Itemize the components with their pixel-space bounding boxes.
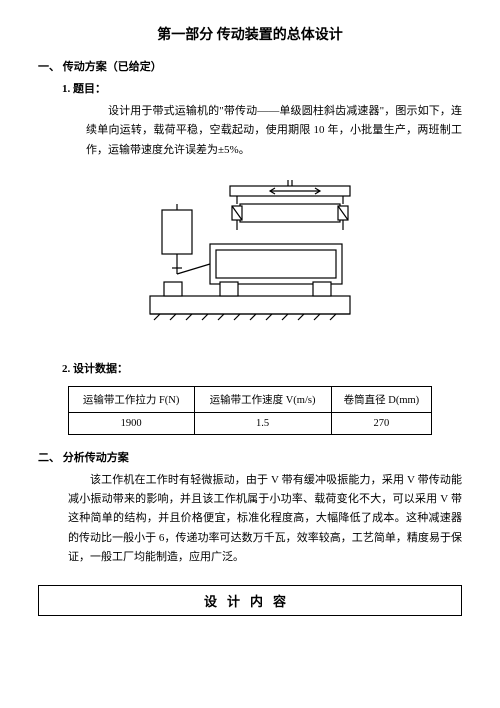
table-row: 运输带工作拉力 F(N) 运输带工作速度 V(m/s) 卷筒直径 D(mm) xyxy=(68,386,432,412)
col-header-diameter: 卷筒直径 D(mm) xyxy=(331,386,432,412)
design-data-table: 运输带工作拉力 F(N) 运输带工作速度 V(m/s) 卷筒直径 D(mm) 1… xyxy=(68,386,433,435)
mechanism-diagram xyxy=(38,174,462,344)
section-1-1-para: 设计用于带式运输机的"带传动——单级圆柱斜齿减速器"，图示如下，连续单向运转，载… xyxy=(86,102,462,160)
section-1-1-heading: 1. 题目： xyxy=(62,80,462,96)
col-header-force: 运输带工作拉力 F(N) xyxy=(68,386,194,412)
section-1-heading: 一、 传动方案（已给定） xyxy=(38,58,462,74)
cell-speed: 1.5 xyxy=(194,412,331,434)
table-row: 1900 1.5 270 xyxy=(68,412,432,434)
cell-diameter: 270 xyxy=(331,412,432,434)
main-title: 第一部分 传动装置的总体设计 xyxy=(38,24,462,44)
col-header-speed: 运输带工作速度 V(m/s) xyxy=(194,386,331,412)
section-1-2-heading: 2. 设计数据： xyxy=(62,360,462,376)
cell-force: 1900 xyxy=(68,412,194,434)
design-content-box: 设计内容 xyxy=(38,585,462,616)
section-2-para: 该工作机在工作时有轻微振动，由于 V 带有缓冲吸振能力，采用 V 带传动能减小振… xyxy=(68,471,462,567)
section-2-heading: 二、 分析传动方案 xyxy=(38,449,462,465)
